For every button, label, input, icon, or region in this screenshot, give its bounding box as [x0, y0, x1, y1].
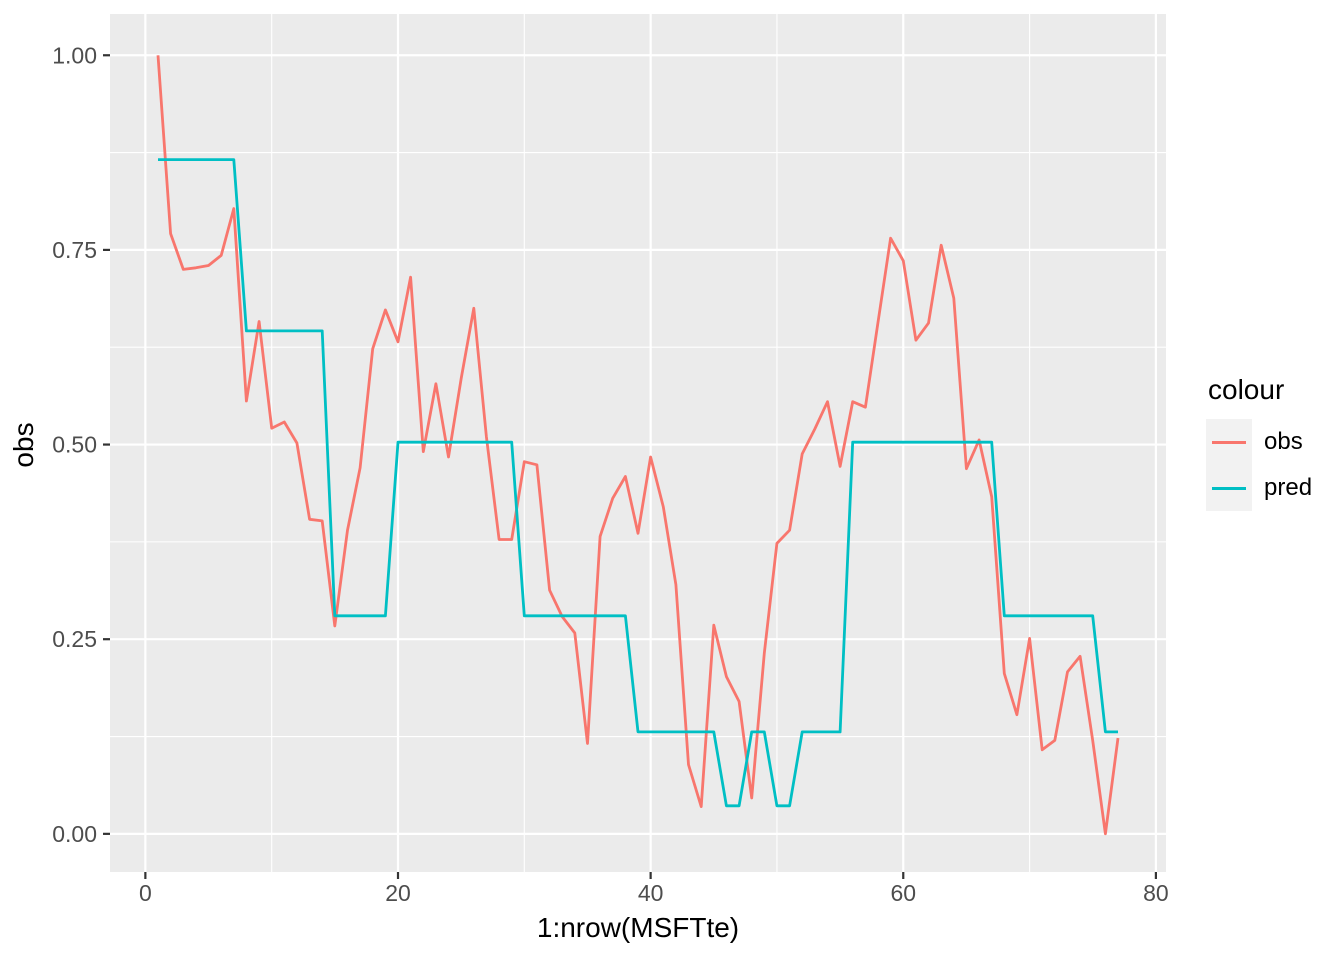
y-tick-label: 0.00 [52, 821, 97, 847]
x-tick-label: 80 [1143, 880, 1169, 906]
legend-swatch-obs [1206, 419, 1252, 465]
y-tick-label: 0.75 [52, 237, 97, 263]
panel-background [110, 14, 1166, 872]
y-tick-label: 0.25 [52, 626, 97, 652]
x-axis-title: 1:nrow(MSFTte) [536, 912, 740, 943]
pred-line-icon [1212, 486, 1246, 490]
pred-line [158, 158, 1118, 808]
x-tick-label: 0 [139, 880, 152, 906]
legend-key-pred: pred [1206, 465, 1312, 511]
legend: colour obs pred [1206, 374, 1312, 511]
obs-line [156, 55, 1120, 836]
obs-line-icon [1212, 440, 1246, 444]
y-axis-title: obs [8, 422, 39, 468]
legend-title: colour [1208, 374, 1285, 405]
x-tick-label: 20 [385, 880, 411, 906]
y-tick-label: 0.50 [52, 432, 97, 458]
x-tick-label: 40 [638, 880, 664, 906]
legend-label-obs: obs [1264, 428, 1303, 455]
y-tick-label: 1.00 [52, 42, 97, 68]
legend-label-pred: pred [1264, 474, 1313, 501]
x-tick-label: 60 [890, 880, 916, 906]
legend-swatch-pred [1206, 465, 1252, 511]
legend-key-obs: obs [1206, 419, 1312, 465]
